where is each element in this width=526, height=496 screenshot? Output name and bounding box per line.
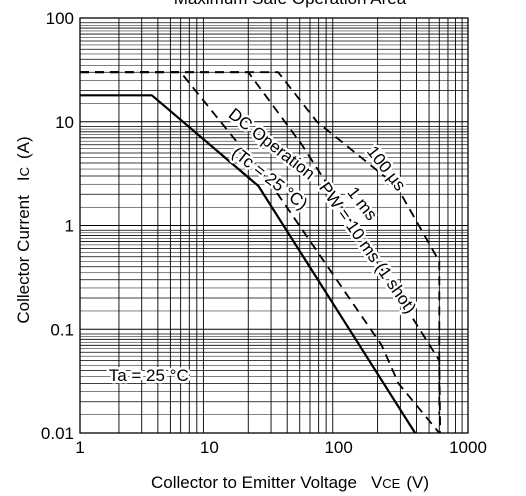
x-axis-unit: (V) <box>406 473 429 492</box>
y-tick-label: 1 <box>65 217 74 236</box>
y-axis-symbol: I <box>14 176 33 181</box>
y-axis-title: Collector Current <box>14 195 33 324</box>
x-axis-symbol: V <box>371 473 383 492</box>
x-tick-label: 10 <box>200 438 219 457</box>
chart-title: Maximum Safe Operation Area <box>174 0 407 8</box>
x-axis-title: Collector to Emitter Voltage <box>151 473 357 492</box>
annotation-halo-6: Ta = 25 °C <box>109 366 189 385</box>
x-tick-label: 100 <box>324 438 352 457</box>
chart-grid <box>80 18 468 434</box>
y-tick-label: 0.01 <box>41 424 74 443</box>
series-line-1 <box>80 94 417 434</box>
annotation-3: 100 µs <box>363 142 410 194</box>
y-tick-label: 100 <box>46 9 74 28</box>
x-axis-label: Collector to Emitter Voltage VCE (V) <box>151 473 429 492</box>
x-tick-label: 1 <box>75 438 84 457</box>
chart-tick-labels: 1 10 100 1000 0.01 0.1 1 10 100 <box>41 9 487 457</box>
y-axis-label: Collector Current IC (A) <box>14 136 33 323</box>
chart-series <box>80 71 442 434</box>
y-tick-label: 10 <box>55 113 74 132</box>
plot-frame <box>79 17 469 434</box>
x-tick-label: 1000 <box>449 438 487 457</box>
x-axis-subscript: CE <box>382 476 400 491</box>
annotation-6: Ta = 25 °C <box>109 366 189 385</box>
y-tick-label: 0.1 <box>50 320 74 339</box>
series-line-4 <box>80 71 441 415</box>
y-axis-unit: (A) <box>14 136 33 159</box>
y-axis-subscript: C <box>17 167 32 176</box>
